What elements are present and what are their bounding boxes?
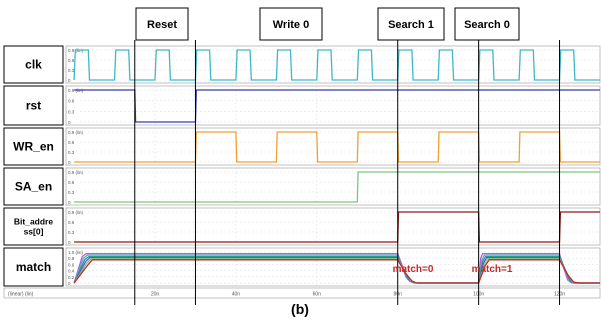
plot-area-wr_en xyxy=(65,127,601,166)
lane-label-match: match xyxy=(16,260,51,274)
series-wr_en xyxy=(74,131,600,163)
series-match-5 xyxy=(73,259,600,284)
y-tick-match: 1.0 (lin) xyxy=(68,250,84,255)
y-tick-wr_en: 0 xyxy=(68,160,71,165)
lane-match: match 1.0 (lin)0.80.6 0.40.20 xyxy=(3,247,601,287)
lane-label-box-wr_en xyxy=(3,127,64,166)
lane-label-box-sa_en xyxy=(3,167,64,206)
plot-area-sa_en xyxy=(65,167,601,206)
y-tick-clk: 0 xyxy=(68,78,71,83)
y-tick-bit_address: 0.6 xyxy=(68,220,75,225)
lane-label-bit_address: Bit_addre ss[0] xyxy=(14,217,53,237)
lane-label-sa_en: SA_en xyxy=(15,180,52,194)
lane-label-box-clk xyxy=(3,45,64,84)
lane-bit_address: Bit_addre ss[0] 0.9 (lin) 0.6 0.3 0 xyxy=(3,207,601,246)
y-tick-clk: 0.3 xyxy=(68,68,75,73)
y-tick-wr_en: 0.3 xyxy=(68,150,75,155)
y-tick-bit_address: 0 xyxy=(68,240,71,245)
phase-label-search0: Search 0 xyxy=(464,19,510,31)
y-tick-wr_en: 0.9 (lin) xyxy=(68,130,84,135)
lane-label-rst: rst xyxy=(26,99,41,113)
y-tick-wr_en: 0.6 xyxy=(68,140,75,145)
phase-label-write0: Write 0 xyxy=(273,19,309,31)
phase-box-search1 xyxy=(377,7,445,41)
lane-sa_en: SA_en 0.9 (lin) 0.6 0.3 0 xyxy=(3,167,601,206)
y-tick-sa_en: 0 xyxy=(68,200,71,205)
phase-box-reset xyxy=(135,7,189,41)
x-tick-label: 60n xyxy=(313,292,322,298)
y-tick-rst: 0 xyxy=(68,120,71,125)
y-tick-match: 0.6 xyxy=(68,262,75,267)
lane-label-box-match xyxy=(3,247,64,287)
y-tick-bit_address: 0.3 xyxy=(68,230,75,235)
lane-label-clk: clk xyxy=(25,58,42,72)
phase-labels: Reset Write 0 Search 1 Search 0 xyxy=(135,7,520,41)
phase-box-search0 xyxy=(454,7,520,41)
lane-label-box-rst xyxy=(3,85,64,126)
y-tick-rst: 0.6 xyxy=(68,99,75,104)
y-tick-bit_address: 0.9 (lin) xyxy=(68,210,84,215)
y-tick-sa_en: 0.6 xyxy=(68,180,75,185)
annotation-match-0: match=0 xyxy=(393,264,434,275)
plot-area-match xyxy=(65,247,601,287)
series-clk xyxy=(73,49,600,81)
phase-box-write0 xyxy=(259,7,323,41)
y-tick-sa_en: 0.3 xyxy=(68,190,75,195)
annotation-match-1: match=1 xyxy=(472,264,513,275)
plot-area-bit_address xyxy=(65,207,601,246)
y-tick-match: 0 xyxy=(68,281,71,286)
y-tick-sa_en: 0.9 (lin) xyxy=(68,170,84,175)
lane-label-box-bit_address xyxy=(3,207,64,246)
phase-label-search1: Search 1 xyxy=(388,19,434,31)
lane-label-wr_en: WR_en xyxy=(13,140,54,154)
figure-label: (b) xyxy=(291,301,309,317)
y-tick-match: 0.2 xyxy=(68,275,75,280)
x-axis: (linear) (lin)20n40n60n80n100n120n xyxy=(3,287,601,299)
plot-area-rst xyxy=(65,85,601,126)
y-tick-clk: 0.6 xyxy=(68,58,75,63)
phase-lines xyxy=(134,40,561,305)
lane-wr_en: WR_en 0.9 (lin) 0.6 0.3 0 xyxy=(3,127,601,166)
y-tick-match: 0.8 xyxy=(68,256,75,261)
series-rst xyxy=(74,89,600,123)
phase-label-reset: Reset xyxy=(147,19,177,31)
y-tick-match: 0.4 xyxy=(68,269,75,274)
x-tick-label: 20n xyxy=(151,292,160,298)
x-axis-unit-label: (linear) (lin) xyxy=(8,292,34,298)
y-tick-rst: 0.3 xyxy=(68,109,75,114)
x-axis-bar xyxy=(3,287,601,299)
x-tick-label: 40n xyxy=(232,292,241,298)
